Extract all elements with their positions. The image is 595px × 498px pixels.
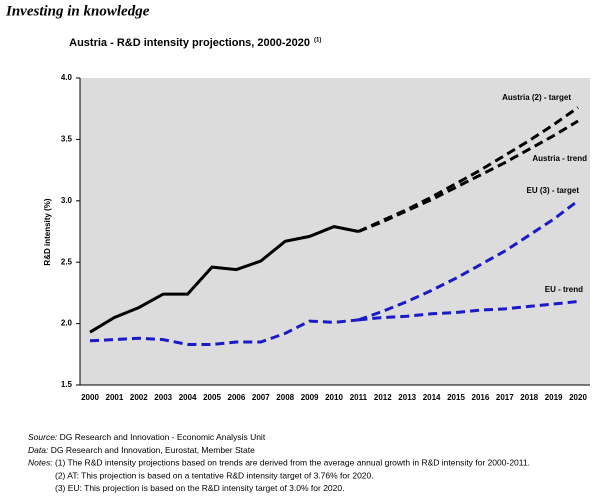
x-tick-label: 2004 xyxy=(179,393,197,402)
footer-text: DG Research and Innovation, Eurostat, Me… xyxy=(51,445,255,455)
series-label: EU (3) - target xyxy=(527,186,580,195)
series-line xyxy=(357,119,579,233)
footer-label: Source: xyxy=(28,432,58,442)
series-label: Austria (2) - target xyxy=(502,93,571,102)
x-tick-label: 2000 xyxy=(81,393,99,402)
x-tick-label: 2003 xyxy=(154,393,172,402)
footer-text: (3) EU: This projection is based on the … xyxy=(55,483,344,493)
title-note: (1) xyxy=(314,38,321,44)
x-tick-label: 2016 xyxy=(472,393,490,402)
series-line xyxy=(357,199,579,322)
footer-text: (1) The R&D intensity projections based … xyxy=(55,458,530,468)
x-tick-label: 2012 xyxy=(374,393,392,402)
footer-line: Data: DG Research and Innovation, Eurost… xyxy=(28,445,255,455)
x-tick-label: 2015 xyxy=(447,393,465,402)
footer-label: Notes: xyxy=(28,458,53,468)
x-tick-label: 2013 xyxy=(398,393,416,402)
footer-label: Data: xyxy=(28,445,49,455)
x-tick-label: 2010 xyxy=(325,393,343,402)
x-tick-label: 2020 xyxy=(569,393,587,402)
x-tick-label: 2014 xyxy=(423,393,441,402)
y-tick-label: 4.0 xyxy=(61,73,73,82)
y-axis-label: R&D intensity (%) xyxy=(43,198,52,265)
chart-title: Austria - R&D intensity projections, 200… xyxy=(69,37,310,49)
series-line xyxy=(89,225,359,334)
x-tick-label: 2019 xyxy=(545,393,563,402)
footer-text: (2) AT: This projection is based on a te… xyxy=(55,471,374,481)
footer-line: Source: DG Research and Innovation - Eco… xyxy=(28,432,266,442)
footer-line: (3) EU: This projection is based on the … xyxy=(55,483,344,493)
footer-text: DG Research and Innovation - Economic An… xyxy=(60,432,266,442)
x-tick-label: 2005 xyxy=(203,393,221,402)
x-tick-label: 2011 xyxy=(350,393,368,402)
y-tick-label: 2.5 xyxy=(61,257,73,266)
x-tick-label: 2017 xyxy=(496,393,514,402)
plot-area xyxy=(80,78,590,385)
y-tick-label: 3.5 xyxy=(61,135,73,144)
x-tick-label: 2009 xyxy=(301,393,319,402)
x-tick-label: 2008 xyxy=(276,393,294,402)
y-tick-label: 1.5 xyxy=(61,380,73,389)
x-tick-label: 2006 xyxy=(228,393,246,402)
y-tick-label: 3.0 xyxy=(61,196,73,205)
series-label: Austria - trend xyxy=(532,154,587,163)
series-label: EU - trend xyxy=(545,285,583,294)
x-tick-label: 2002 xyxy=(130,393,148,402)
x-tick-label: 2018 xyxy=(520,393,538,402)
footer-line: Notes: (1) The R&D intensity projections… xyxy=(28,458,530,468)
x-tick-label: 2001 xyxy=(106,393,124,402)
y-tick-label: 2.0 xyxy=(61,319,73,328)
series-line xyxy=(358,300,579,322)
header: Investing in knowledge xyxy=(5,3,150,19)
series-line xyxy=(89,318,359,346)
x-tick-label: 2007 xyxy=(252,393,270,402)
footer-line: (2) AT: This projection is based on a te… xyxy=(55,471,374,481)
